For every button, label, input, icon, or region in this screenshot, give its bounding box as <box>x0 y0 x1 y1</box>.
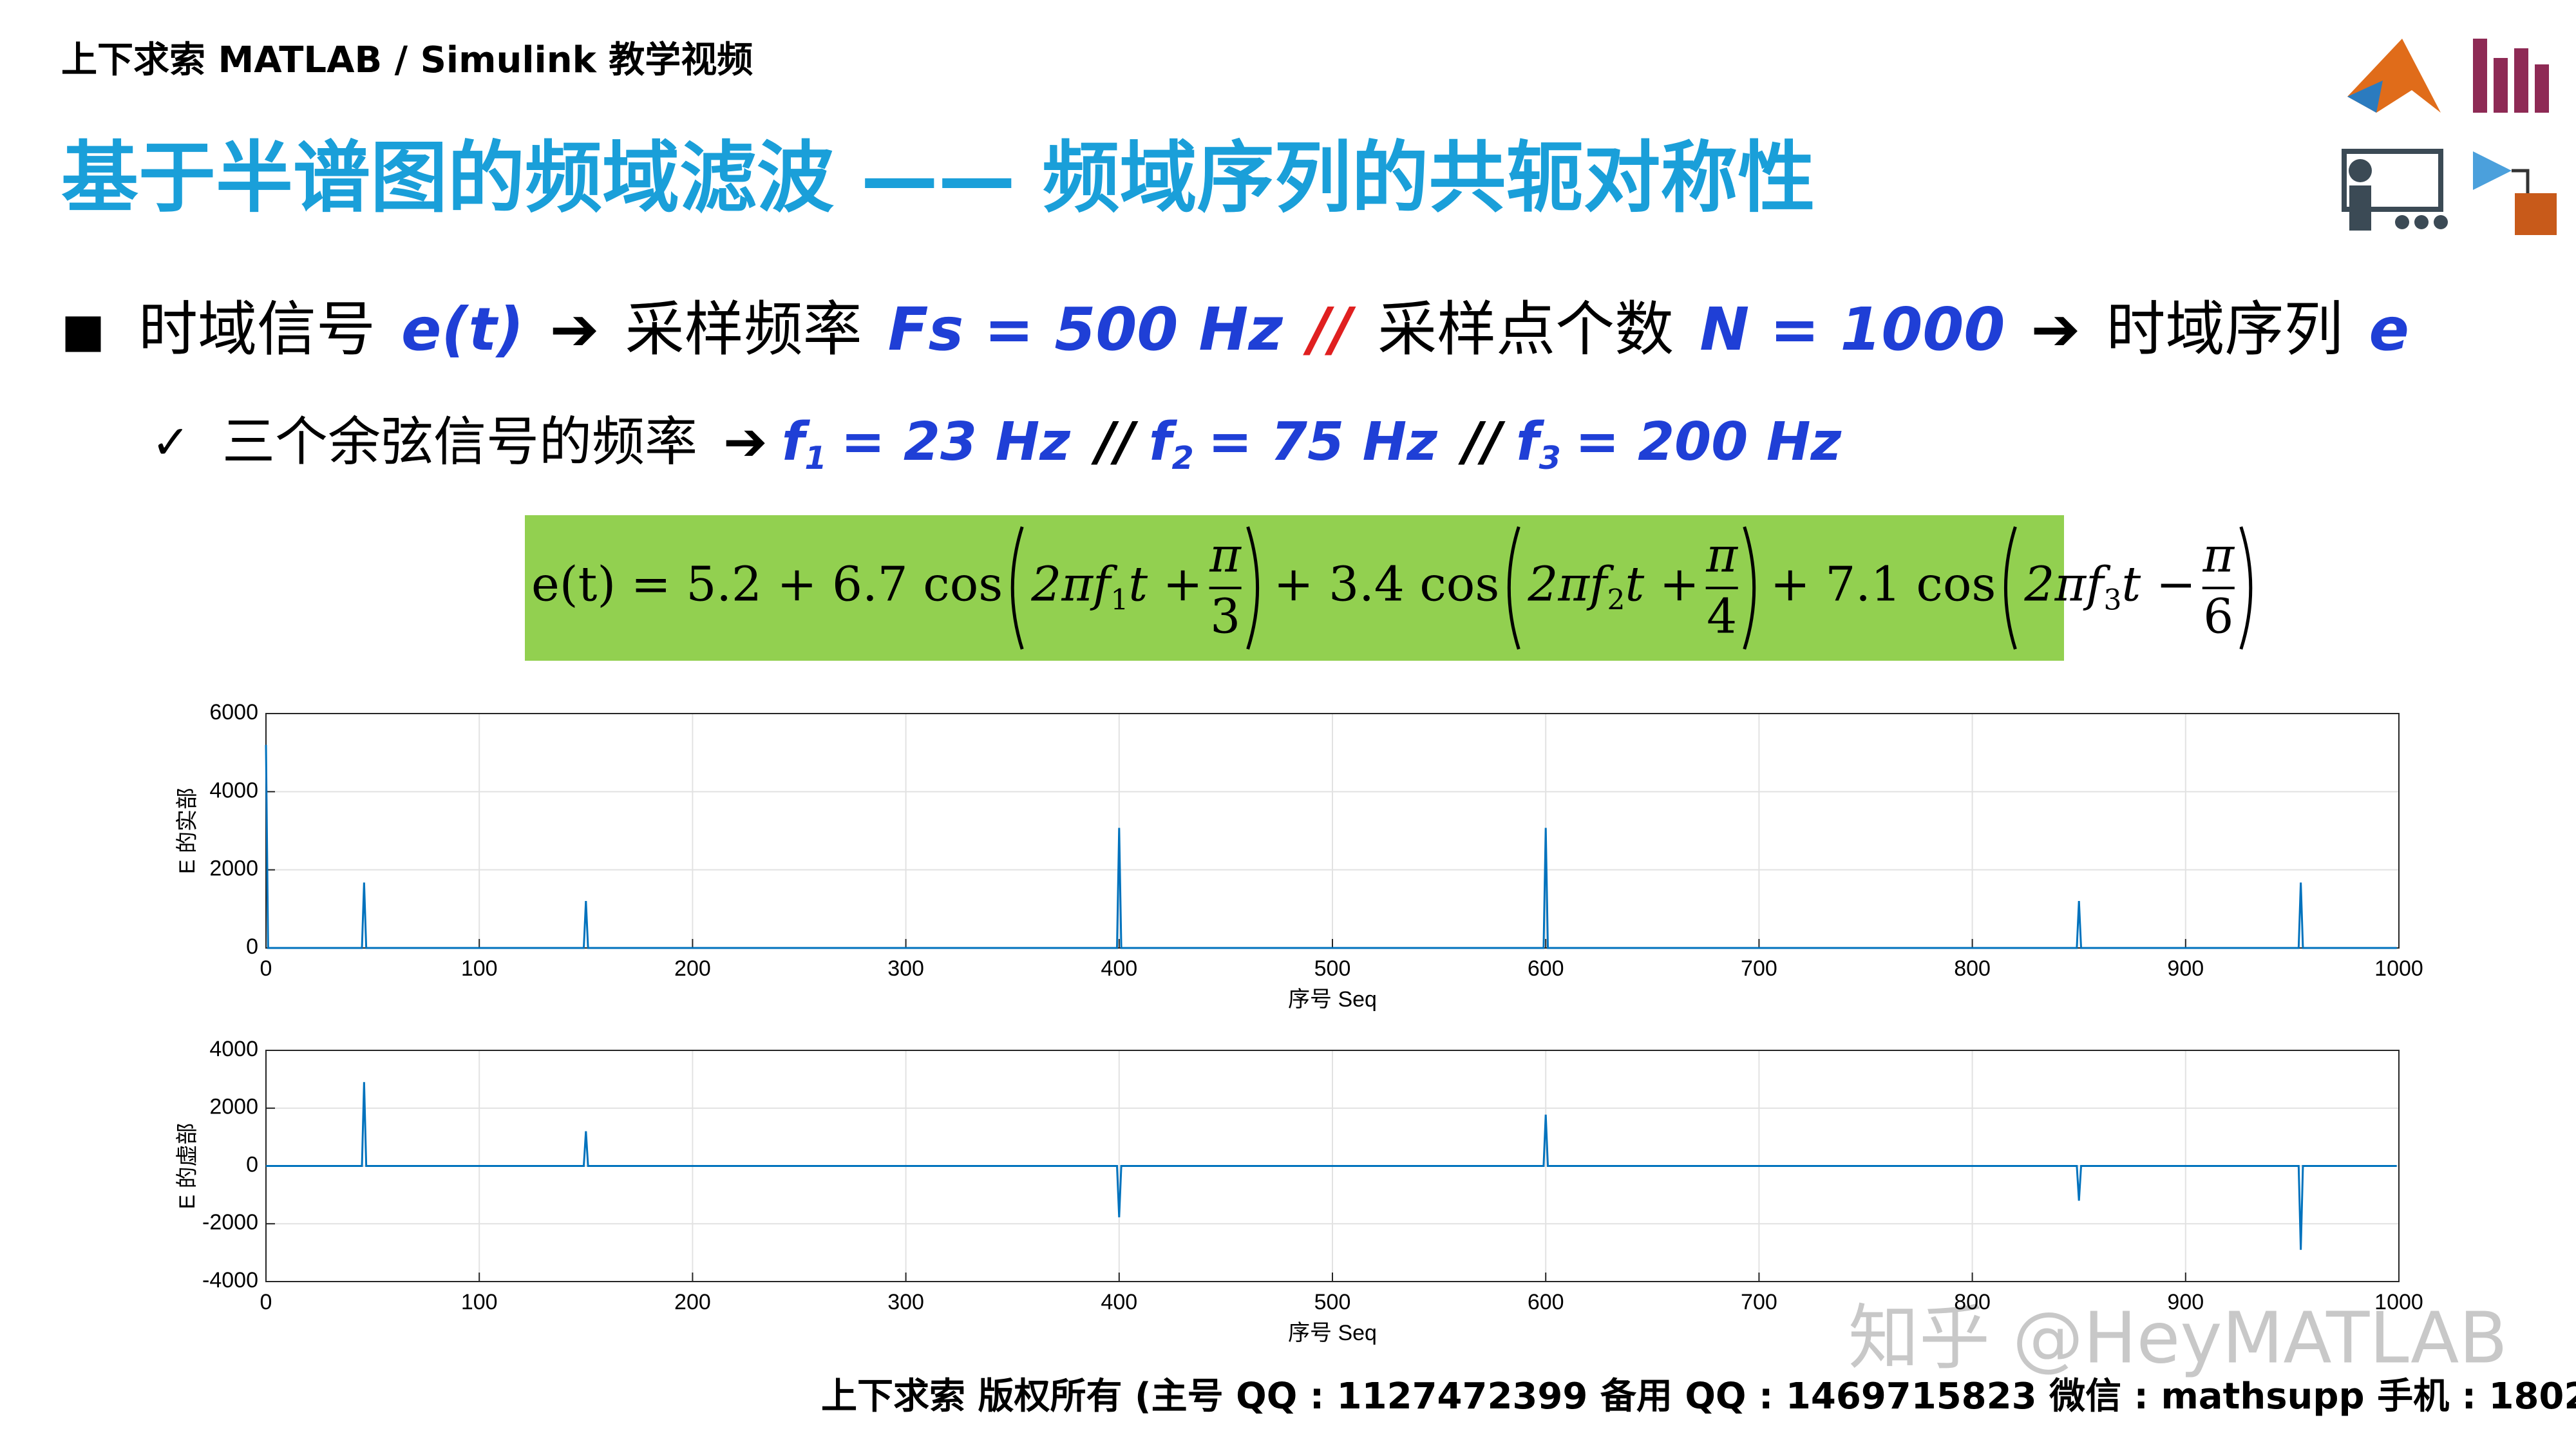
x-tick-label: 500 <box>1314 956 1351 981</box>
data-line <box>266 1082 2397 1250</box>
y-tick-label: 4000 <box>209 778 258 802</box>
bullet-line: 三个余弦信号的频率➔f1​= 23 Hz//f2​= 75 Hz//f3​= 2… <box>222 412 1842 476</box>
x-tick-label: 700 <box>1741 1290 1777 1314</box>
bullet-segment: ➔ <box>723 412 768 473</box>
fraction-denominator: 4 <box>1707 589 1737 644</box>
x-tick-label: 600 <box>1528 1290 1564 1314</box>
formula-text: e(t) = 5.2 + 6.7 cos <box>531 556 1003 612</box>
bullet-segment: ➔ <box>2031 295 2080 364</box>
y-tick-label: 4000 <box>209 1037 258 1061</box>
x-tick-label: 900 <box>2167 956 2204 981</box>
bullet-marker: ✓ <box>151 415 190 469</box>
bullet-segment: // <box>1303 295 1356 364</box>
y-tick-label: 2000 <box>209 1095 258 1119</box>
parenthesis <box>2239 526 2253 650</box>
x-tick-label: 200 <box>674 1290 711 1314</box>
bullet-segment: 时域序列 <box>2106 295 2343 364</box>
footer: 上下求索 版权所有 (主号 QQ : 1127472399 备用 QQ : 14… <box>821 1376 2576 1417</box>
x-tick-label: 900 <box>2167 1290 2204 1314</box>
formula-text: t + <box>1128 556 1202 612</box>
data-line <box>265 744 2397 949</box>
bullet-subscript: 1 <box>804 439 826 477</box>
formula-subscript: 3 <box>2104 584 2122 617</box>
parenthesis <box>1507 526 1520 650</box>
x-tick-label: 300 <box>887 1290 924 1314</box>
bullet-segment: = 200 Hz <box>1575 412 1842 473</box>
bullet-subscript: 2 <box>1172 439 1194 477</box>
fraction-numerator: π <box>1209 527 1242 583</box>
formula: e(t) = 5.2 + 6.7 cos 2πf 1 t +π3+ 3.4 cos 2π… <box>531 526 2253 650</box>
formula-subscript: 2 <box>1607 584 1625 617</box>
fraction-numerator: π <box>1705 527 1738 583</box>
bullet-segment: Fs = 500 Hz <box>888 295 1283 364</box>
formula-text: + 3.4 cos <box>1274 556 1500 612</box>
y-tick-label: 6000 <box>209 700 258 724</box>
y-axis-label: E 的实部 <box>175 788 200 874</box>
formula-text: t − <box>2122 556 2196 612</box>
formula-text: + 7.1 cos <box>1770 556 1996 612</box>
parenthesis <box>1743 526 1756 650</box>
bullet-segment: // <box>1458 412 1506 473</box>
x-tick-label: 1000 <box>2374 1290 2423 1314</box>
slide-title: 基于半谱图的频域滤波 —— 频域序列的共轭对称性 <box>61 134 1815 223</box>
x-tick-label: 100 <box>461 956 498 981</box>
icons <box>2342 39 2557 235</box>
x-tick-label: 0 <box>260 956 272 981</box>
x-tick-label: 400 <box>1101 1290 1137 1314</box>
formula-text: 2πf <box>2023 556 2111 612</box>
x-tick-label: 700 <box>1741 956 1777 981</box>
x-tick-label: 800 <box>1954 1290 1991 1314</box>
x-tick-label: 800 <box>1954 956 1991 981</box>
x-tick-label: 200 <box>674 956 711 981</box>
parenthesis <box>1010 526 1024 650</box>
bullet-segment: 三个余弦信号的频率 <box>222 412 697 473</box>
x-tick-label: 0 <box>260 1290 272 1314</box>
x-tick-label: 300 <box>887 956 924 981</box>
bullet-segment: 采样点个数 <box>1378 295 1674 364</box>
parenthesis <box>2003 526 2017 650</box>
watermark: 知乎 @HeyMATLAB <box>1848 1296 2508 1379</box>
bullet-segment: N = 1000 <box>1700 295 2005 364</box>
bullet-segment: 采样频率 <box>625 295 862 364</box>
formula-box <box>525 515 2064 661</box>
fraction-denominator: 6 <box>2203 589 2233 644</box>
parenthesis <box>1246 526 1260 650</box>
fraction-numerator: π <box>2202 527 2235 583</box>
header: 上下求索 MATLAB / Simulink 教学视频 <box>61 39 753 81</box>
y-tick-label: -2000 <box>202 1210 258 1235</box>
bullet-segment: // <box>1091 412 1139 473</box>
y-tick-label: 0 <box>246 934 258 959</box>
formula-text: 2πf <box>1030 556 1118 612</box>
bullet-marker: ■ <box>61 303 105 357</box>
bullet-line: 时域信号 e(t) ➔ 采样频率 Fs = 500 Hz // 采样点个数 N = 1000 ➔… <box>138 295 2409 364</box>
formula-text: 2πf <box>1527 556 1615 612</box>
fraction-denominator: 3 <box>1210 589 1240 644</box>
formula-subscript: 1 <box>1110 584 1128 617</box>
bullet-segment: 时域信号 <box>138 295 375 364</box>
bullet-segment: = 23 Hz <box>841 412 1072 473</box>
bullet-segment: ➔ <box>549 295 599 364</box>
bullet-subscript: 3 <box>1539 439 1561 477</box>
x-tick-label: 1000 <box>2374 956 2423 981</box>
x-tick-label: 500 <box>1314 1290 1351 1314</box>
y-axis-label: E 的虚部 <box>175 1122 200 1209</box>
bullet-segment: e(t) <box>401 295 524 364</box>
formula-text: t + <box>1625 556 1699 612</box>
x-tick-label: 100 <box>461 1290 498 1314</box>
x-axis-label: 序号 Seq <box>1288 1321 1377 1345</box>
y-tick-label: 0 <box>246 1152 258 1177</box>
x-axis-label: 序号 Seq <box>1288 987 1377 1012</box>
x-tick-label: 400 <box>1101 956 1137 981</box>
y-tick-label: -4000 <box>202 1268 258 1293</box>
bullet-segment: = 75 Hz <box>1208 412 1439 473</box>
y-tick-label: 2000 <box>209 857 258 881</box>
bullet-segment: e <box>2369 295 2409 364</box>
x-tick-label: 600 <box>1528 956 1564 981</box>
